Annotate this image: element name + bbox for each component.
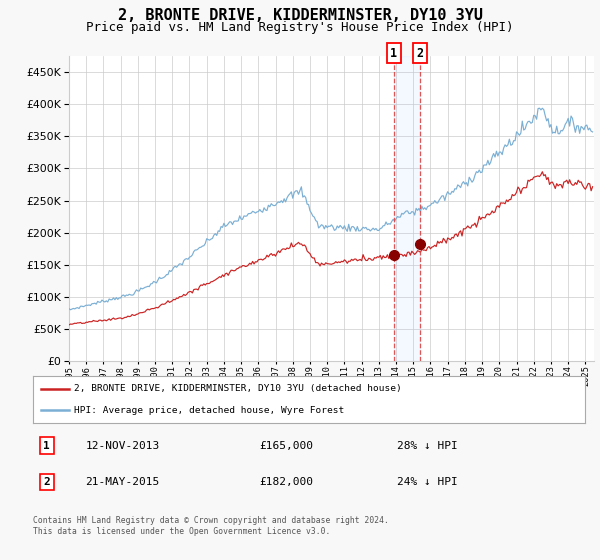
Text: 2, BRONTE DRIVE, KIDDERMINSTER, DY10 3YU: 2, BRONTE DRIVE, KIDDERMINSTER, DY10 3YU <box>118 8 482 24</box>
Text: Price paid vs. HM Land Registry's House Price Index (HPI): Price paid vs. HM Land Registry's House … <box>86 21 514 34</box>
Text: £165,000: £165,000 <box>259 441 313 451</box>
Text: 1: 1 <box>390 46 397 60</box>
Text: 28% ↓ HPI: 28% ↓ HPI <box>397 441 458 451</box>
Text: 24% ↓ HPI: 24% ↓ HPI <box>397 477 458 487</box>
Bar <box>394 56 420 361</box>
Text: Contains HM Land Registry data © Crown copyright and database right 2024.
This d: Contains HM Land Registry data © Crown c… <box>33 516 389 536</box>
Text: 12-NOV-2013: 12-NOV-2013 <box>85 441 160 451</box>
Text: 21-MAY-2015: 21-MAY-2015 <box>85 477 160 487</box>
Text: 2: 2 <box>43 477 50 487</box>
Text: £182,000: £182,000 <box>259 477 313 487</box>
Text: HPI: Average price, detached house, Wyre Forest: HPI: Average price, detached house, Wyre… <box>74 406 344 415</box>
Text: 2, BRONTE DRIVE, KIDDERMINSTER, DY10 3YU (detached house): 2, BRONTE DRIVE, KIDDERMINSTER, DY10 3YU… <box>74 384 402 393</box>
Text: 2: 2 <box>416 46 424 60</box>
Text: 1: 1 <box>43 441 50 451</box>
